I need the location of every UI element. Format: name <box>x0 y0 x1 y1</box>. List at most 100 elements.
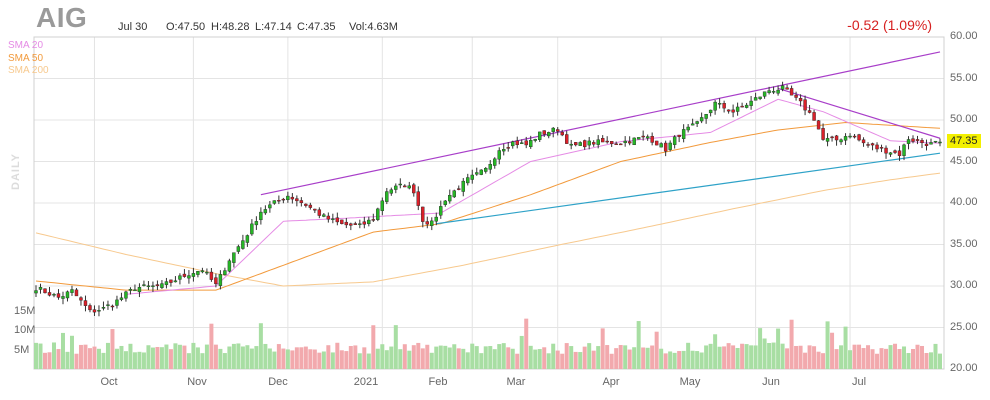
volume-bar <box>870 349 875 369</box>
candle-body <box>47 292 52 296</box>
volume-bar <box>569 346 574 369</box>
candle-body <box>830 136 834 139</box>
candle-body <box>650 136 654 143</box>
volume-value: Vol:4.63M <box>349 21 398 33</box>
candle-body <box>142 284 146 286</box>
volume-bar <box>416 342 421 369</box>
candle-body <box>663 142 668 152</box>
volume-bar <box>164 344 169 369</box>
candle-body <box>349 223 353 226</box>
volume-bar <box>708 343 713 369</box>
legend-sma-200: SMA 200 <box>8 65 49 76</box>
volume-bar <box>204 344 209 369</box>
candle-body <box>178 275 182 280</box>
last-price-marker: 47.35 <box>947 134 981 148</box>
volume-bar <box>137 351 142 369</box>
volume-bar <box>245 345 250 369</box>
low-value: L:47.14 <box>255 21 292 33</box>
candle-body <box>848 135 852 138</box>
volume-bar <box>596 346 601 369</box>
candle-body <box>407 185 411 189</box>
candle-body <box>533 139 537 141</box>
volume-bar <box>92 346 97 369</box>
candle-body <box>547 132 551 137</box>
candle-body <box>852 135 857 138</box>
candle-body <box>708 109 713 114</box>
volume-bar <box>524 318 529 369</box>
volume-bar <box>879 348 884 369</box>
volume-bar <box>632 347 637 369</box>
volume-bar <box>582 346 587 369</box>
volume-bar <box>285 349 290 369</box>
candle-body <box>744 104 749 108</box>
volume-bar <box>483 346 488 369</box>
candle-body <box>358 223 362 225</box>
volume-bar <box>519 335 524 369</box>
candle-body <box>582 140 587 148</box>
volume-bar <box>893 343 898 369</box>
candle-body <box>574 142 578 146</box>
candle-body <box>672 136 677 145</box>
volume-bar <box>686 342 691 369</box>
candle-body <box>735 106 740 112</box>
candle-body <box>70 289 74 293</box>
candle-body <box>110 305 115 308</box>
downtrend-line <box>777 87 941 139</box>
volume-bar <box>105 342 110 369</box>
candle-body <box>223 270 227 276</box>
volume-tick-label: 5M <box>14 344 30 356</box>
volume-bar <box>330 352 335 369</box>
candle-body <box>807 110 812 113</box>
candle-body <box>493 158 497 166</box>
volume-bar <box>159 347 164 369</box>
candle-body <box>380 200 385 211</box>
volume-bar <box>758 328 763 369</box>
candle-body <box>767 90 771 94</box>
volume-bar <box>834 349 839 369</box>
volume-bar <box>605 345 610 369</box>
candle-body <box>466 177 470 184</box>
candle-body <box>659 143 663 148</box>
y-tick-label: 40.00 <box>950 196 978 208</box>
volume-bar <box>884 348 889 369</box>
candle-body <box>511 141 515 147</box>
candle-body <box>403 185 407 188</box>
x-tick-label: Mar <box>506 376 526 388</box>
volume-bar <box>735 347 740 369</box>
candle-body <box>353 223 358 225</box>
candle-body <box>794 94 798 98</box>
volume-bar <box>38 343 43 369</box>
candle-body <box>591 142 596 145</box>
candle-body <box>924 143 929 146</box>
candle-body <box>286 195 290 201</box>
volume-bar <box>168 349 173 369</box>
high-value: H:48.28 <box>211 21 250 33</box>
candle-body <box>497 150 501 160</box>
open-value: O:47.50 <box>166 21 206 33</box>
sma-200-line <box>35 172 941 287</box>
candle-body <box>762 91 767 97</box>
candle-body <box>902 144 906 156</box>
candle-body <box>870 143 875 146</box>
candlesticks <box>34 81 942 317</box>
candle-body <box>668 142 672 150</box>
candle-body <box>915 139 920 141</box>
volume-bar <box>537 349 542 369</box>
candle-body <box>506 147 510 149</box>
candle-body <box>677 134 681 137</box>
volume-bar <box>195 347 200 369</box>
candle-body <box>241 240 245 249</box>
candle-body <box>313 208 317 211</box>
y-tick-label: 35.00 <box>950 237 978 250</box>
volume-bar <box>803 352 808 369</box>
volume-bar <box>713 334 718 369</box>
volume-bar <box>60 332 65 369</box>
candle-body <box>43 288 47 294</box>
volume-bar <box>429 352 434 369</box>
volume-bar <box>753 345 758 369</box>
candle-body <box>686 126 690 131</box>
candle-body <box>484 168 488 172</box>
volume-bar <box>623 345 628 369</box>
candle-body <box>124 291 128 299</box>
candle-body <box>906 139 911 144</box>
